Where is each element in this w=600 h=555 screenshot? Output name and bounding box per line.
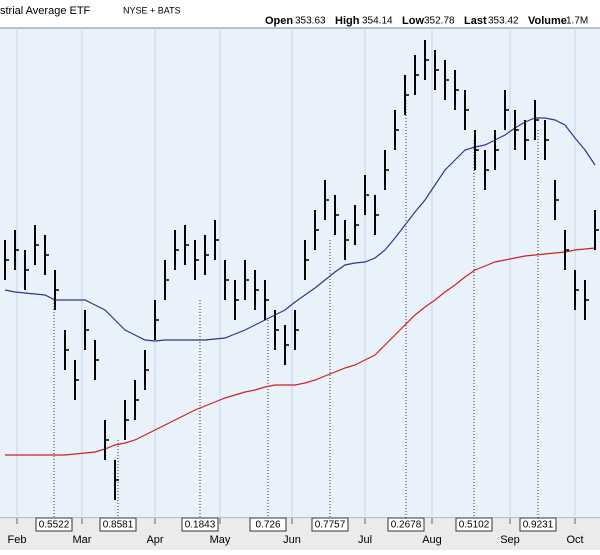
chart-title: strial Average ETF <box>0 5 91 17</box>
dividend-box <box>181 517 219 532</box>
quote-value: 353.42 <box>488 16 519 27</box>
quote-value: 352.78 <box>424 16 455 27</box>
moving-average <box>4 117 596 342</box>
dividend-box <box>35 517 73 532</box>
dividend-box <box>311 517 349 532</box>
dividend-label: 0.5522 <box>39 520 70 531</box>
month-label: Sep <box>500 534 520 546</box>
dividend-label: 0.726 <box>255 520 280 531</box>
month-label: Jun <box>283 534 301 546</box>
month-label: Jul <box>358 534 372 546</box>
dividend-label: 0.9231 <box>523 520 554 531</box>
month-label: Aug <box>422 534 442 546</box>
dividend-label: 0.5102 <box>459 520 490 531</box>
dividend-box <box>249 517 287 532</box>
dividend-label: 0.1843 <box>185 520 216 531</box>
quote-value: 354.14 <box>362 16 393 27</box>
moving-average <box>5 247 596 456</box>
dividend-box <box>99 517 137 532</box>
dividend-label: 0.7757 <box>315 520 346 531</box>
month-label: Feb <box>8 534 27 546</box>
quote-label: High <box>335 15 360 27</box>
month-label: May <box>210 534 231 546</box>
month-label: Apr <box>146 534 163 546</box>
dividend-box <box>387 517 425 532</box>
quote-label: Low <box>402 15 424 27</box>
dividend-label: 0.2678 <box>391 520 422 531</box>
quote-label: Volume <box>528 15 567 27</box>
exchange: NYSE + BATS <box>123 5 181 15</box>
quote-value: 1.7M <box>566 16 588 27</box>
dividend-box <box>519 517 557 532</box>
quote-label: Last <box>464 15 487 27</box>
dividend-label: 0.8581 <box>103 520 134 531</box>
plot-area <box>0 28 600 518</box>
quote-label: Open <box>265 15 293 27</box>
dividend-box <box>455 517 493 532</box>
month-label: Mar <box>73 534 92 546</box>
quote-value: 353.63 <box>295 16 326 27</box>
month-label: Oct <box>566 534 583 546</box>
